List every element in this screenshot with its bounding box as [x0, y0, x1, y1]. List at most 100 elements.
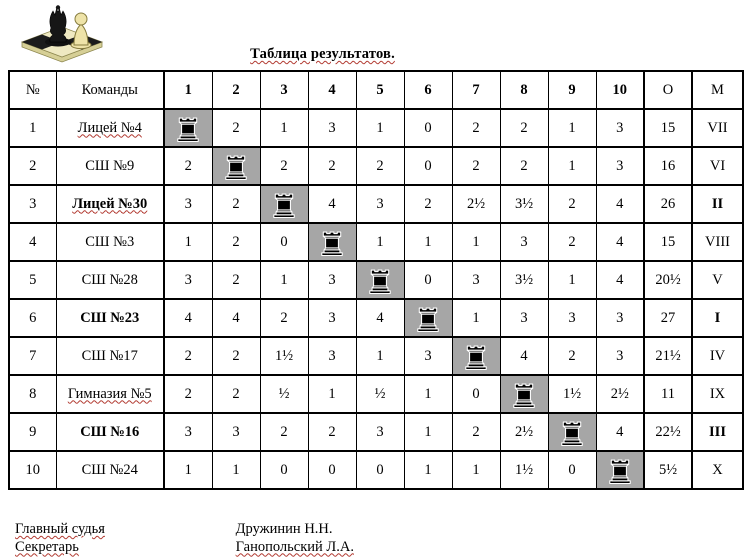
diagonal-rook-cell	[163, 108, 213, 148]
result-cell: 2	[211, 336, 261, 376]
result-cell: 3	[307, 298, 357, 338]
row-number-cell: 6	[8, 298, 57, 338]
table-row: 1 Лицей №4 2 1 3 1 0 2 2 1 3 15 VII	[8, 108, 744, 148]
rook-icon	[561, 421, 583, 446]
team-name-cell: СШ №17	[55, 336, 165, 376]
result-cell: 1	[307, 374, 357, 414]
chief-arbiter-row: Главный судья Дружинин Н.Н.	[15, 521, 354, 539]
result-cell: 3	[595, 298, 645, 338]
place-cell: V	[691, 260, 744, 300]
points-cell: 26	[643, 184, 693, 224]
result-cell: 3	[307, 108, 357, 148]
header-place: М	[691, 70, 744, 110]
result-cell: 2	[211, 184, 261, 224]
table-row: 7 СШ №17 2 2 1½ 3 1 3 4 2 3 21½ IV	[8, 336, 744, 376]
team-name-cell: Лицей №4	[55, 108, 165, 148]
result-cell: 1	[259, 108, 309, 148]
place-cell: III	[691, 412, 744, 452]
row-number-cell: 8	[8, 374, 57, 414]
result-cell: 1	[163, 222, 213, 262]
place-cell: VIII	[691, 222, 744, 262]
header-points: О	[643, 70, 693, 110]
secretary-row: Секретарь Ганопольский Л.А.	[15, 539, 354, 557]
result-cell: 4	[355, 298, 405, 338]
header-round-7: 7	[451, 70, 501, 110]
row-number-cell: 7	[8, 336, 57, 376]
result-cell: 1	[547, 108, 597, 148]
team-name: СШ №9	[85, 157, 135, 174]
team-name-cell: СШ №28	[55, 260, 165, 300]
diagonal-rook-cell	[355, 260, 405, 300]
header-round-1: 1	[163, 70, 213, 110]
team-name: СШ №24	[81, 461, 138, 478]
result-cell: 1	[451, 450, 501, 490]
result-cell: 2	[163, 146, 213, 186]
result-cell: 4	[307, 184, 357, 224]
result-cell: 3½	[499, 260, 549, 300]
result-cell: 2	[211, 108, 261, 148]
rook-icon	[225, 155, 247, 180]
row-number-cell: 9	[8, 412, 57, 452]
header-round-5: 5	[355, 70, 405, 110]
team-name-cell: СШ №24	[55, 450, 165, 490]
result-cell: 1	[355, 222, 405, 262]
result-cell: 2	[259, 412, 309, 452]
result-cell: 2	[451, 108, 501, 148]
chief-arbiter-label: Главный судья	[15, 521, 105, 537]
team-name: СШ №28	[81, 271, 138, 288]
result-cell: 1½	[499, 450, 549, 490]
result-cell: 3	[355, 184, 405, 224]
result-cell: 3	[163, 412, 213, 452]
row-number-cell: 1	[8, 108, 57, 148]
points-cell: 15	[643, 108, 693, 148]
result-cell: 3	[307, 260, 357, 300]
team-name: СШ №17	[81, 347, 138, 364]
result-cell: 1	[451, 222, 501, 262]
rook-icon	[465, 345, 487, 370]
result-cell: 1	[547, 146, 597, 186]
points-cell: 20½	[643, 260, 693, 300]
signature-block: Главный судья Дружинин Н.Н. Секретарь Га…	[15, 521, 354, 556]
result-cell: 1	[355, 108, 405, 148]
table-row: 10 СШ №24 1 1 0 0 0 1 1 1½ 0 5½ X	[8, 450, 744, 490]
header-round-8: 8	[499, 70, 549, 110]
result-cell: 3	[163, 260, 213, 300]
result-cell: 4	[211, 298, 261, 338]
diagonal-rook-cell	[499, 374, 549, 414]
result-cell: 3	[403, 336, 453, 376]
header-num: №	[8, 70, 57, 110]
header-round-3: 3	[259, 70, 309, 110]
result-cell: ½	[355, 374, 405, 414]
diagonal-rook-cell	[451, 336, 501, 376]
secretary-label: Секретарь	[15, 538, 79, 555]
result-cell: 2	[259, 298, 309, 338]
result-cell: 1½	[259, 336, 309, 376]
result-cell: 1	[259, 260, 309, 300]
result-cell: 3	[547, 298, 597, 338]
result-cell: 1	[403, 412, 453, 452]
place-cell: I	[691, 298, 744, 338]
place-cell: VII	[691, 108, 744, 148]
team-name: СШ №23	[80, 309, 140, 326]
result-cell: 2	[547, 222, 597, 262]
result-cell: 2	[211, 222, 261, 262]
place-cell: IV	[691, 336, 744, 376]
team-name-cell: СШ №23	[55, 298, 165, 338]
result-cell: 1	[211, 450, 261, 490]
rook-icon	[177, 117, 199, 142]
result-cell: 3½	[499, 184, 549, 224]
table-row: 6 СШ №23 4 4 2 3 4 1 3 3 3 27 I	[8, 298, 744, 338]
row-number-cell: 10	[8, 450, 57, 490]
result-cell: 1½	[547, 374, 597, 414]
table-row: 9 СШ №16 3 3 2 2 3 1 2 2½ 4 22½ III	[8, 412, 744, 452]
result-cell: 2	[547, 336, 597, 376]
result-cell: 4	[595, 412, 645, 452]
result-cell: 1	[163, 450, 213, 490]
diagonal-rook-cell	[547, 412, 597, 452]
result-cell: 2	[403, 184, 453, 224]
diagonal-rook-cell	[595, 450, 645, 490]
result-cell: 3	[451, 260, 501, 300]
team-name: СШ №3	[85, 233, 135, 250]
team-name-cell: СШ №16	[55, 412, 165, 452]
